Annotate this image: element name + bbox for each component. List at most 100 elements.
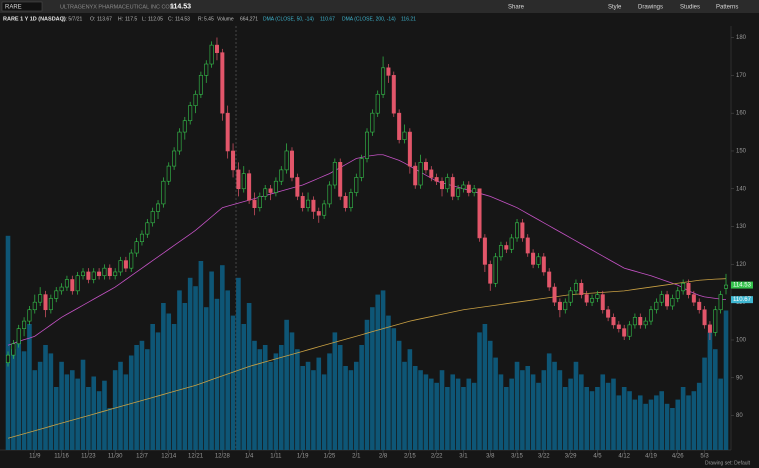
volume-bar — [91, 376, 97, 450]
x-tick-label: 3/22 — [538, 454, 550, 460]
symbol[interactable]: RARE — [5, 4, 22, 10]
studies-button[interactable]: Studies — [680, 4, 700, 10]
candle-body — [568, 290, 573, 303]
volume-bar — [134, 345, 139, 450]
x-tick-label: 11/9 — [29, 454, 41, 460]
patterns-button[interactable]: Patterns — [716, 4, 738, 10]
volume-bar — [691, 391, 697, 450]
candle-body — [557, 301, 562, 311]
last-price-label: 114.53 — [733, 283, 752, 289]
volume-bar — [552, 361, 557, 450]
legend-ma200-label: DMA (CLOSE, 200, -14) — [342, 16, 396, 22]
candle-body — [150, 211, 155, 224]
candle-body — [97, 271, 102, 277]
candle-body — [273, 180, 278, 193]
x-tick-label: 11/30 — [108, 454, 123, 460]
volume-bar — [86, 387, 91, 450]
legend-ma50-label: DMA (CLOSE, 50, -14) — [263, 16, 314, 22]
volume-bar — [348, 370, 354, 450]
style-button[interactable]: Style — [608, 4, 622, 10]
legend-volume: 664,271 — [240, 16, 258, 22]
volume-bar — [450, 374, 456, 450]
candle-body — [91, 271, 96, 280]
volume-bar — [364, 319, 370, 450]
candle-body — [32, 301, 37, 311]
candle-body — [686, 282, 691, 295]
candle-body — [520, 222, 525, 239]
candle-body — [600, 294, 605, 311]
y-tick-label: 120 — [736, 262, 747, 268]
candle-body — [48, 298, 53, 311]
candle-body — [681, 282, 686, 292]
volume-bar — [380, 290, 386, 450]
candle-body — [182, 120, 187, 133]
candle-body — [75, 275, 80, 292]
candle-body — [691, 294, 696, 303]
volume-bar — [396, 340, 402, 450]
candle-body — [606, 309, 611, 318]
candle-body — [375, 93, 380, 114]
volume-bar — [386, 315, 391, 450]
legend-volume-label: Volume — [217, 16, 234, 22]
y-tick-label: 140 — [736, 186, 747, 192]
candle-body — [236, 169, 241, 190]
candle-body — [113, 271, 118, 277]
volume-bar — [648, 399, 654, 450]
candle-body — [263, 188, 268, 197]
candle-body — [11, 343, 16, 356]
volume-bar — [359, 345, 364, 450]
share-button[interactable]: Share — [508, 4, 525, 10]
candle-body — [445, 177, 450, 190]
candle-body — [702, 309, 707, 326]
candle-body — [456, 188, 461, 197]
candle-body — [654, 301, 659, 311]
volume-bar — [96, 391, 102, 450]
volume-bar — [343, 366, 348, 450]
volume-bar — [428, 378, 434, 450]
volume-bar — [461, 387, 466, 450]
candle-body — [231, 150, 236, 171]
candle-body — [156, 203, 161, 212]
candle-body — [64, 279, 69, 288]
volume-bar — [675, 399, 681, 450]
volume-bar — [187, 277, 193, 450]
volume-bar — [375, 294, 381, 450]
candle-body — [86, 271, 91, 280]
candle-body — [659, 294, 664, 303]
volume-bar — [504, 387, 509, 450]
candle-body — [477, 188, 482, 239]
candle-body — [300, 196, 305, 208]
legend-ma200-value: 116.21 — [401, 16, 416, 22]
footer: Drawing set: Default — [705, 460, 751, 466]
candle-body — [670, 298, 675, 307]
candle-body — [627, 324, 632, 337]
candle-body — [418, 162, 423, 186]
candle-body — [295, 177, 300, 197]
drawings-button[interactable]: Drawings — [638, 4, 663, 10]
candle-body — [386, 67, 391, 76]
candle-body — [531, 252, 536, 265]
volume-bar — [80, 359, 86, 450]
candle-body — [407, 131, 412, 167]
volume-bar — [482, 324, 488, 450]
candle-body — [584, 294, 589, 303]
candle-body — [54, 290, 59, 299]
x-tick-label: 12/21 — [188, 454, 204, 460]
volume-bar — [723, 310, 729, 450]
y-tick-label: 130 — [736, 224, 747, 230]
volume-bar — [305, 361, 311, 450]
volume-bar — [278, 345, 284, 450]
volume-bar — [257, 349, 263, 450]
candle-body — [348, 192, 353, 208]
candle-body — [327, 184, 332, 205]
volume-bar — [477, 332, 482, 450]
volume-bar — [418, 370, 423, 450]
x-tick-label: 2/1 — [352, 454, 361, 460]
candle-body — [354, 177, 359, 193]
symbol-input[interactable] — [1, 1, 43, 12]
candle-body — [648, 309, 653, 322]
legend-title: RARE 1 Y 1D (NASDAQ) — [3, 16, 66, 22]
x-tick-label: 3/29 — [565, 454, 577, 460]
volume-bar — [161, 303, 166, 450]
volume-bar — [600, 374, 606, 450]
